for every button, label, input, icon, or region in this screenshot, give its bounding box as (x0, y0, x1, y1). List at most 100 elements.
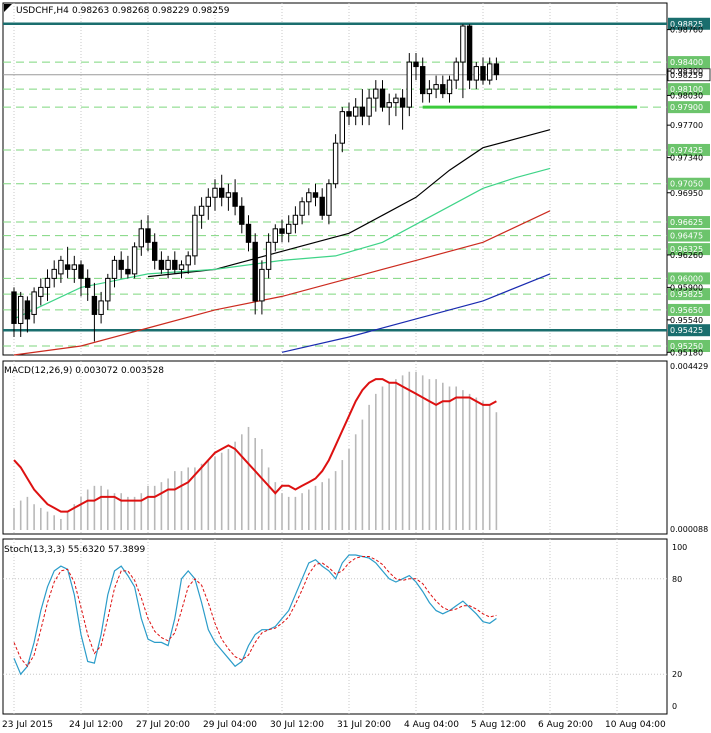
macd-panel-border (2, 360, 668, 535)
candle (453, 57, 459, 90)
price-level-label-bg (668, 339, 710, 352)
candle (487, 57, 493, 85)
candle (379, 80, 386, 112)
moving-average-line (13, 167, 551, 320)
candle-body (359, 106, 366, 117)
stoch-signal-line (13, 556, 497, 668)
price-level-label-bg (668, 303, 710, 316)
price-level-label: 0.95825 (670, 290, 703, 299)
stoch-title: Stoch(13,3,3) 55.6320 57.3899 (4, 545, 145, 555)
price-level-label-bg (668, 288, 710, 301)
time-axis-label: 10 Aug 04:00 (605, 720, 666, 730)
candle-body (420, 66, 426, 95)
price-level-label: 0.95250 (670, 342, 703, 351)
price-level-label: 0.98100 (670, 85, 703, 94)
candle (480, 57, 486, 85)
candle (306, 188, 312, 216)
price-tick-label: 0.95180 (670, 348, 703, 357)
candle-body (51, 268, 57, 279)
price-level-label-bg (668, 272, 710, 285)
stoch-axis-label: 0 (672, 702, 677, 711)
time-axis-label: 24 Jul 12:00 (69, 720, 123, 730)
candle-body (24, 300, 31, 320)
price-level-label-bg (668, 229, 710, 242)
stoch-main-line (13, 554, 497, 676)
candle (366, 89, 372, 126)
time-axis-label: 30 Jul 12:00 (270, 720, 324, 730)
moving-average-line (281, 273, 551, 353)
candle-body (165, 259, 171, 270)
candle-body (286, 223, 292, 234)
price-level-label-bg (668, 56, 710, 69)
candle-body (31, 291, 37, 315)
candle-body (399, 97, 406, 108)
candle-body (406, 61, 413, 108)
candle-body (379, 88, 386, 108)
candle-body (11, 291, 17, 324)
stoch-panel-border (2, 538, 668, 715)
candle (312, 183, 319, 207)
price-level-label: 0.95650 (670, 306, 703, 315)
macd-panel: 0.004429 0.000088 (13, 362, 708, 534)
candle-body (111, 259, 118, 279)
moving-average-line (147, 129, 551, 278)
moving-average-line (13, 210, 551, 356)
price-panel-border (2, 2, 668, 356)
candle (332, 134, 339, 189)
chart-ohlc: 0.98263 0.98268 0.98229 0.98259 (72, 6, 230, 16)
candle (212, 179, 218, 211)
candle-body (373, 88, 379, 99)
candle (118, 251, 124, 279)
horizontal-levels[interactable]: 0.98825 0.98400 0.98259 0.98100 0.97900 0.974… (3, 17, 711, 352)
time-axis-label: 23 Jul 2015 (2, 720, 53, 730)
candle (125, 255, 131, 279)
price-level-label: 0.97900 (670, 103, 703, 112)
candle (31, 287, 37, 324)
price-level-label-bg (668, 243, 710, 256)
time-axis-label: 6 Aug 20:00 (538, 720, 593, 730)
candle-body (292, 214, 299, 225)
candle (98, 291, 104, 324)
candle-body (393, 97, 399, 104)
candle (446, 75, 453, 103)
candle (38, 278, 44, 306)
candle (245, 215, 252, 252)
price-level-label: 0.95425 (670, 326, 703, 335)
candle-body (299, 201, 305, 216)
price-tick-label: 0.97700 (670, 121, 703, 130)
candle (440, 75, 446, 99)
candle-body (58, 259, 64, 275)
candle-body (245, 223, 252, 243)
candle (460, 24, 466, 99)
candle-body (265, 241, 272, 270)
candle-body (178, 264, 185, 270)
candle (420, 57, 426, 103)
candle-body (64, 264, 71, 270)
candle-body (346, 111, 352, 117)
candlesticks (11, 24, 500, 342)
price-level-label: 0.96000 (670, 274, 703, 283)
price-level-label: 0.98400 (670, 58, 703, 67)
candle-body (326, 183, 332, 216)
candle-body (85, 277, 91, 288)
candle (252, 233, 258, 315)
candle (353, 98, 359, 126)
candle (71, 255, 77, 283)
candle-body (239, 205, 245, 225)
candle-body (279, 228, 285, 234)
candle-body (225, 192, 232, 198)
candle (145, 215, 151, 252)
candle-body (312, 192, 319, 198)
price-level-label-bg (668, 101, 710, 114)
candle (64, 246, 71, 279)
macd-signal-line (13, 378, 497, 513)
candle-body (480, 66, 486, 81)
candle-body (306, 192, 312, 203)
macd-title: MACD(12,26,9) 0.003072 0.003528 (4, 366, 164, 376)
candle-body (339, 111, 346, 144)
candle (111, 255, 118, 288)
candle-body (125, 268, 131, 275)
price-level-label-bg (668, 143, 710, 156)
candle (386, 93, 392, 126)
candle (286, 215, 292, 243)
